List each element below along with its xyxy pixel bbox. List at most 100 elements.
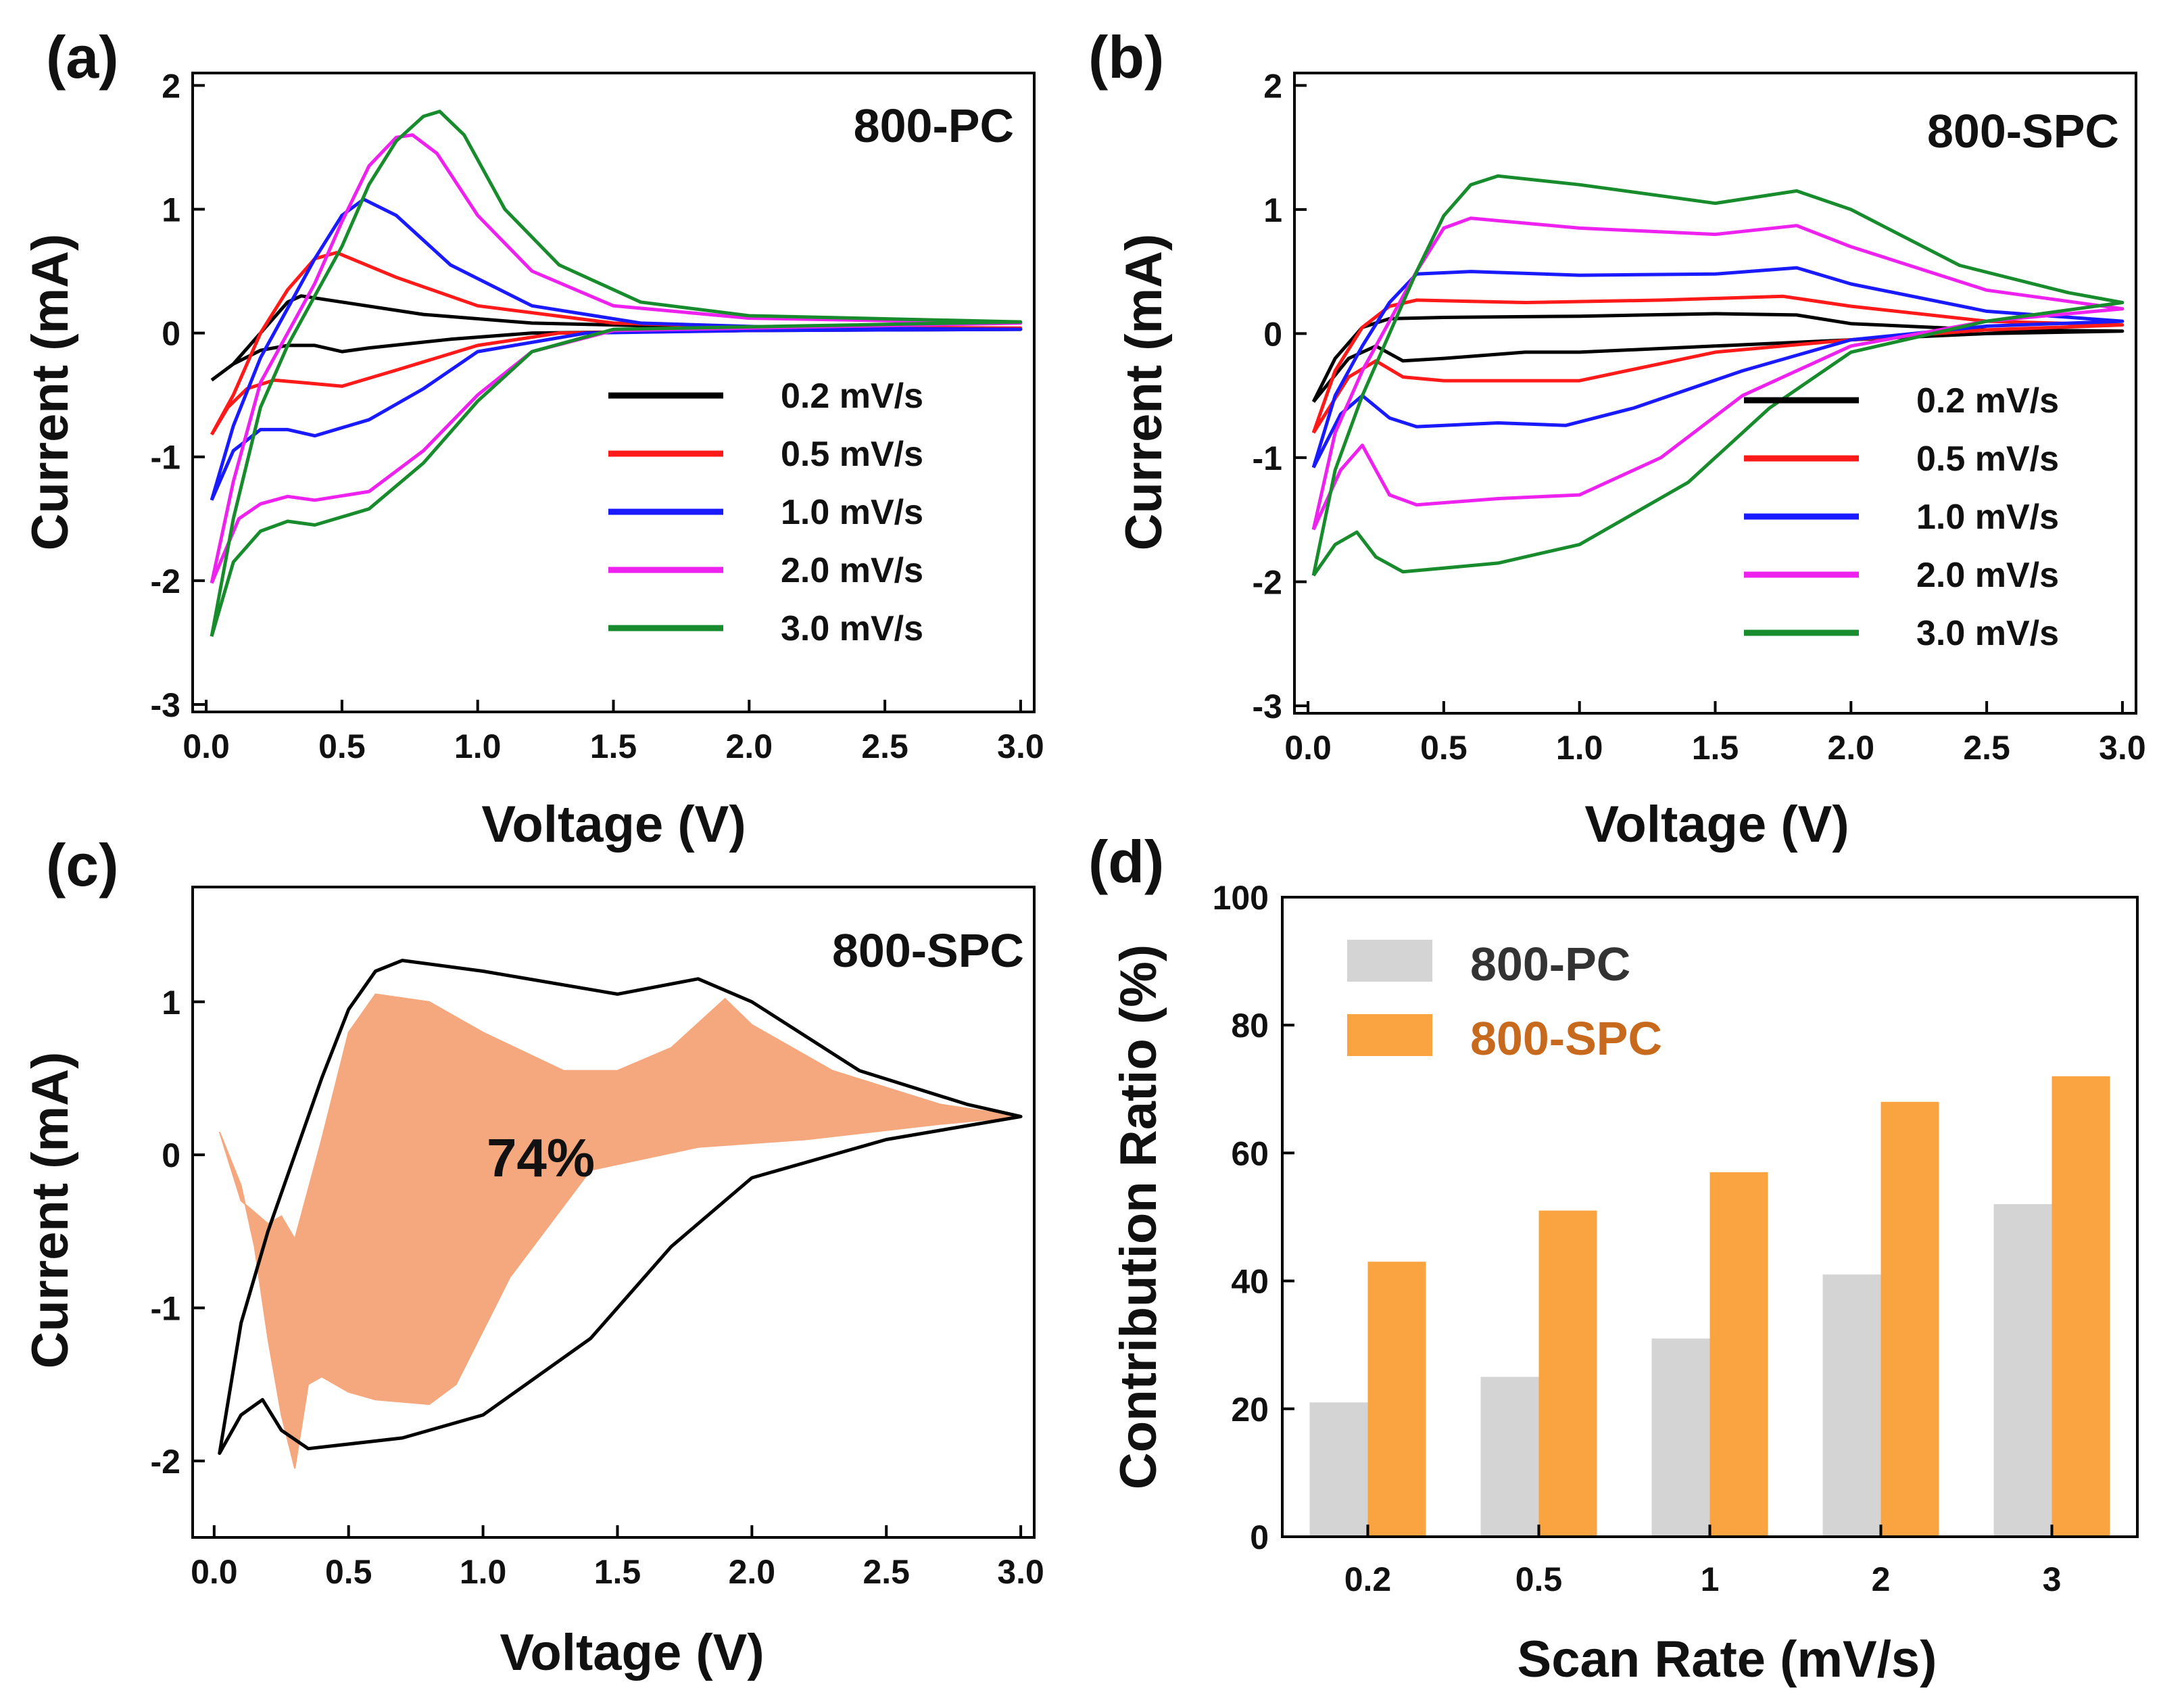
cv-curve-3_0 xyxy=(210,110,1023,638)
xtick-label: 0.5 xyxy=(1420,729,1467,767)
legend-label: 0.2 mV/s xyxy=(781,377,923,416)
cv-curve-1_0 xyxy=(1311,266,2125,469)
panel-c-yticks: 1 0 -1 -2 xyxy=(151,984,205,1481)
ytick-label: 1 xyxy=(162,984,180,1022)
panel-d-ylabel: Contribution Ratio (%) xyxy=(1110,944,1167,1489)
ytick-label: -2 xyxy=(1253,563,1282,601)
panel-a-xlabel: Voltage (V) xyxy=(481,796,746,853)
panel-a-label: (a) xyxy=(46,24,119,91)
legend-label: 1.0 mV/s xyxy=(781,493,923,532)
xtick-label: 0.0 xyxy=(183,727,230,765)
legend-label: 0.2 mV/s xyxy=(1916,381,2059,421)
ytick-label: 80 xyxy=(1231,1007,1269,1045)
panel-d-bars xyxy=(1309,1076,2110,1537)
xtick-label: 0.0 xyxy=(191,1553,238,1591)
panel-a: (a) 2 1 0 -1 -2 -3 0.0 0.5 1.0 1.5 2.0 2.5 3.0 800-… xyxy=(22,24,1044,853)
panel-b-xticks: 0.0 0.5 1.0 1.5 2.0 2.5 3.0 xyxy=(1284,701,2146,767)
bar-800-spc xyxy=(2052,1076,2110,1537)
bar-800-pc xyxy=(1480,1377,1539,1537)
cv-curve-0_2 xyxy=(1311,312,2125,403)
xtick-label: 2.5 xyxy=(863,1553,910,1591)
panel-b-xlabel: Voltage (V) xyxy=(1584,796,1849,853)
xtick-label: 0.5 xyxy=(325,1553,372,1591)
xtick-label: 2 xyxy=(1872,1560,1891,1598)
panel-a-xticks: 0.0 0.5 1.0 1.5 2.0 2.5 3.0 xyxy=(183,700,1044,765)
bar-800-pc xyxy=(1822,1274,1881,1537)
legend-label: 0.5 mV/s xyxy=(781,435,923,474)
panel-b-title: 800-SPC xyxy=(1927,105,2119,158)
panel-c-curves xyxy=(218,959,1023,1469)
legend-label: 2.0 mV/s xyxy=(781,551,923,590)
panel-c-xlabel: Voltage (V) xyxy=(500,1624,764,1681)
xtick-label: 0.5 xyxy=(1515,1560,1563,1598)
panel-d-label: (d) xyxy=(1088,828,1164,895)
panel-c-title: 800-SPC xyxy=(832,924,1024,977)
bar-800-spc xyxy=(1880,1101,1939,1537)
xtick-label: 1.5 xyxy=(1692,729,1739,767)
ytick-label: 20 xyxy=(1231,1391,1269,1429)
panel-a-ylabel: Current (mA) xyxy=(22,234,79,551)
xtick-label: 1.0 xyxy=(460,1553,507,1591)
panel-d: (d) 100 80 60 40 20 0 0.2 0.5 1 2 3 800-PC 800-SPC… xyxy=(1088,828,2139,1688)
xtick-label: 1.0 xyxy=(1556,729,1603,767)
cv-curve-0_2 xyxy=(210,294,1023,382)
xtick-label: 1.5 xyxy=(594,1553,641,1591)
legend-label: 1.0 mV/s xyxy=(1916,498,2059,537)
legend-swatch-800-pc xyxy=(1347,940,1432,982)
ytick-label: 0 xyxy=(1263,315,1282,353)
panel-d-xticks: 0.2 0.5 1 2 3 xyxy=(1344,1525,2062,1598)
panel-b: (b) 2 1 0 -1 -2 -3 0.0 0.5 1.0 1.5 2.0 2.5 3.0 800-… xyxy=(1088,24,2146,853)
xtick-label: 3 xyxy=(2043,1560,2062,1598)
panel-a-title: 800-PC xyxy=(854,99,1014,152)
xtick-label: 2.0 xyxy=(729,1553,776,1591)
ytick-label: -1 xyxy=(151,439,180,477)
panel-a-legend: 0.2 mV/s 0.5 mV/s 1.0 mV/s 2.0 mV/s 3.0 mV/s xyxy=(608,377,923,648)
ytick-label: 2 xyxy=(1263,67,1282,105)
legend-label: 2.0 mV/s xyxy=(1916,556,2059,595)
xtick-label: 3.0 xyxy=(997,727,1044,765)
ytick-label: -1 xyxy=(1253,439,1282,477)
panel-c-annotation: 74% xyxy=(487,1128,595,1188)
xtick-label: 1 xyxy=(1701,1560,1720,1598)
xtick-label: 3.0 xyxy=(2099,729,2146,767)
ytick-label: 1 xyxy=(162,191,180,229)
legend-label-800-spc: 800-SPC xyxy=(1470,1012,1662,1065)
xtick-label: 2.0 xyxy=(726,727,773,765)
panel-c-label: (c) xyxy=(46,832,119,899)
ytick-label: 60 xyxy=(1231,1134,1269,1172)
ytick-label: 0 xyxy=(162,315,180,353)
xtick-label: 2.5 xyxy=(861,727,908,765)
legend-label: 0.5 mV/s xyxy=(1916,439,2059,479)
panel-c-frame xyxy=(191,886,1036,1539)
cv-curve-2_0 xyxy=(1311,216,2125,531)
xtick-label: 1.0 xyxy=(454,727,502,765)
bar-800-pc xyxy=(1309,1402,1368,1537)
bar-800-pc xyxy=(1993,1204,2052,1537)
legend-swatch-800-spc xyxy=(1347,1014,1432,1056)
legend-label-800-pc: 800-PC xyxy=(1470,938,1630,990)
ytick-label: 0 xyxy=(1250,1518,1269,1556)
ytick-label: -2 xyxy=(151,563,180,600)
xtick-label: 0.0 xyxy=(1284,729,1332,767)
ytick-label: -1 xyxy=(151,1289,180,1327)
ytick-label: -3 xyxy=(151,686,180,724)
xtick-label: 1.5 xyxy=(590,727,637,765)
cv-curve-3_0 xyxy=(1311,174,2125,577)
capacitive-area xyxy=(218,993,1021,1469)
legend-label: 3.0 mV/s xyxy=(1916,614,2059,653)
xtick-label: 0.2 xyxy=(1344,1560,1392,1598)
ytick-label: 1 xyxy=(1263,191,1282,229)
panel-d-xlabel: Scan Rate (mV/s) xyxy=(1518,1631,1937,1688)
panel-b-ylabel: Current (mA) xyxy=(1115,234,1173,551)
panel-c-ylabel: Current (mA) xyxy=(22,1052,79,1369)
panel-b-label: (b) xyxy=(1088,24,1164,91)
xtick-label: 2.0 xyxy=(1828,729,1875,767)
panel-a-yticks: 2 1 0 -1 -2 -3 xyxy=(151,67,205,724)
bar-800-pc xyxy=(1651,1338,1710,1537)
ytick-label: -3 xyxy=(1253,688,1282,725)
panel-c: (c) 1 0 -1 -2 0.0 0.5 1.0 1.5 2.0 2.5 3.0 800-SPC… xyxy=(22,832,1044,1681)
bar-800-spc xyxy=(1709,1172,1768,1537)
ytick-label: 0 xyxy=(162,1136,180,1174)
panel-b-curves xyxy=(1311,174,2125,577)
